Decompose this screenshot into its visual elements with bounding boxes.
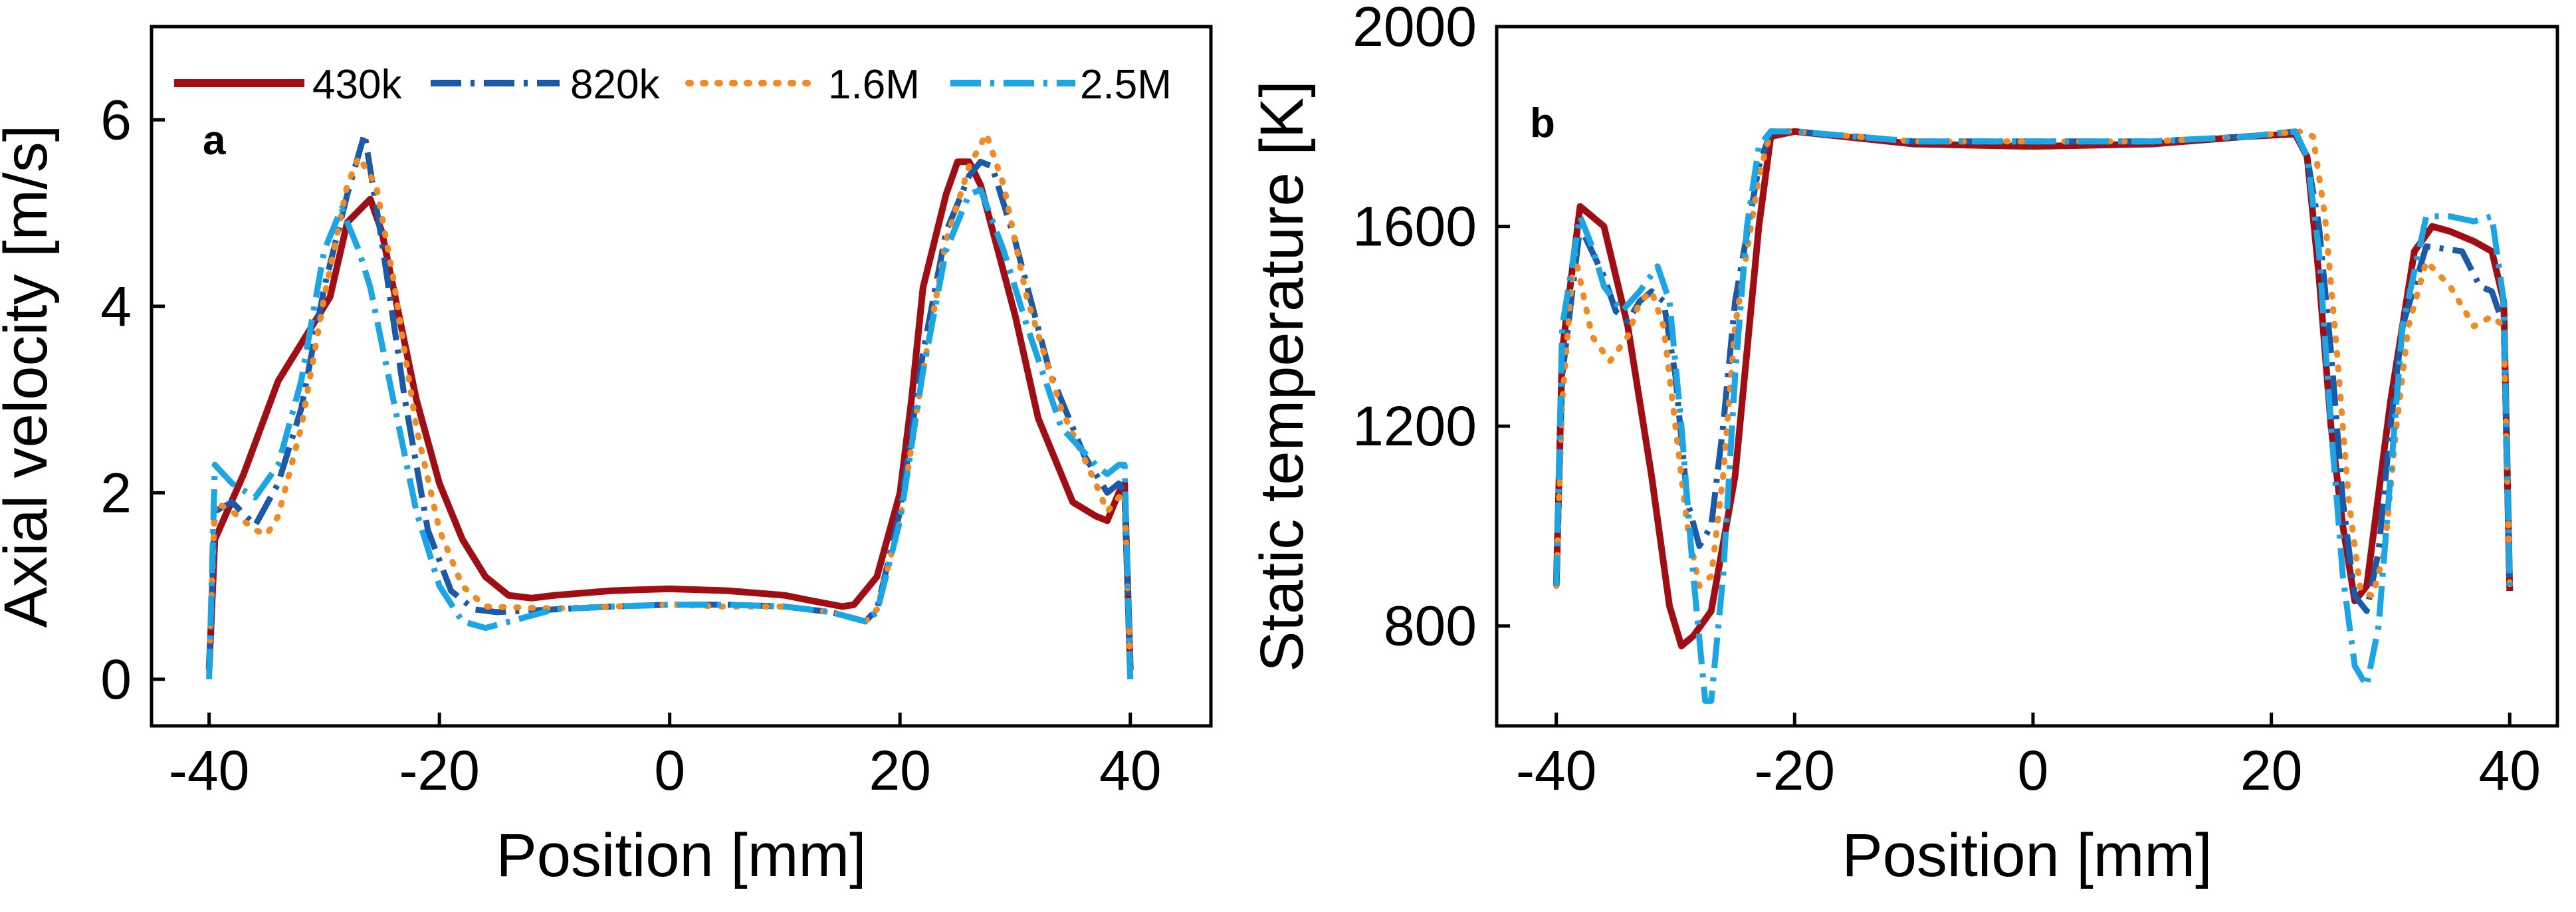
series-line-2p5m	[1553, 128, 2513, 704]
x-tick-label: 40	[1099, 739, 1161, 802]
panel-b-y-axis-title: Static temperature [K]	[1248, 80, 1316, 672]
series-line-2p5m	[206, 187, 1134, 680]
x-tick-label: 0	[2018, 739, 2049, 802]
series-line-1p6m	[206, 130, 1134, 673]
y-tick-label: 2000	[1352, 0, 1477, 58]
legend-entry-2p5m: 2.5M	[950, 62, 1172, 108]
y-tick-label: 4	[100, 275, 132, 338]
legend-entry-1p6m: 1.6M	[685, 62, 920, 108]
panel-b-plot-frame	[1495, 25, 2559, 728]
legend: 430k 820k 1.6M 2.5M	[174, 62, 1172, 108]
panel-b-x-axis-title: Position [mm]	[1842, 822, 2212, 889]
legend-label: 2.5M	[1080, 62, 1172, 108]
x-tick-label: 0	[654, 739, 685, 802]
panel-a-letter: a	[203, 118, 226, 164]
y-tick-label: 2	[100, 461, 132, 524]
panel-b-y-ticks: 800 1200 1600 2000	[1352, 0, 1510, 657]
x-tick-label: -40	[1516, 739, 1596, 802]
panel-b-series	[1553, 128, 2514, 704]
y-tick-label: 6	[100, 88, 132, 151]
panel-a-y-ticks: 0 2 4 6	[100, 88, 165, 711]
series-line-430k	[205, 158, 1134, 671]
panel-b-x-ticks: -40 -20 0 20 40	[1516, 713, 2541, 802]
legend-label: 820k	[570, 62, 660, 108]
y-tick-label: 0	[100, 648, 132, 711]
x-tick-label: 40	[2479, 739, 2541, 802]
x-tick-label: -20	[1755, 739, 1835, 802]
y-tick-label: 800	[1384, 595, 1477, 657]
panel-a-plot-frame	[150, 25, 1213, 728]
y-tick-label: 1600	[1352, 195, 1477, 258]
y-tick-label: 1200	[1352, 395, 1477, 457]
panel-a-y-axis-title: Axial velocity [m/s]	[0, 125, 60, 628]
panel-a-x-axis-title: Position [mm]	[496, 822, 866, 889]
x-tick-label: -20	[399, 739, 479, 802]
legend-entry-820k: 820k	[431, 62, 660, 108]
panel-b-static-temperature: -40 -20 0 20 40 800 1200 1600 2000 Position [mm…	[1248, 0, 2559, 889]
legend-label: 1.6M	[828, 62, 920, 108]
panel-a-x-ticks: -40 -20 0 20 40	[169, 713, 1161, 802]
panel-a-series	[205, 130, 1134, 680]
x-tick-label: -40	[169, 739, 249, 802]
x-tick-label: 20	[2240, 739, 2302, 802]
legend-label: 430k	[312, 62, 402, 108]
x-tick-label: 20	[869, 739, 930, 802]
panel-a-axial-velocity: -40 -20 0 20 40 0 2 4 6 Position [mm] Axial vel…	[0, 25, 1213, 889]
legend-entry-430k: 430k	[174, 62, 402, 108]
panel-b-letter: b	[1530, 100, 1555, 146]
